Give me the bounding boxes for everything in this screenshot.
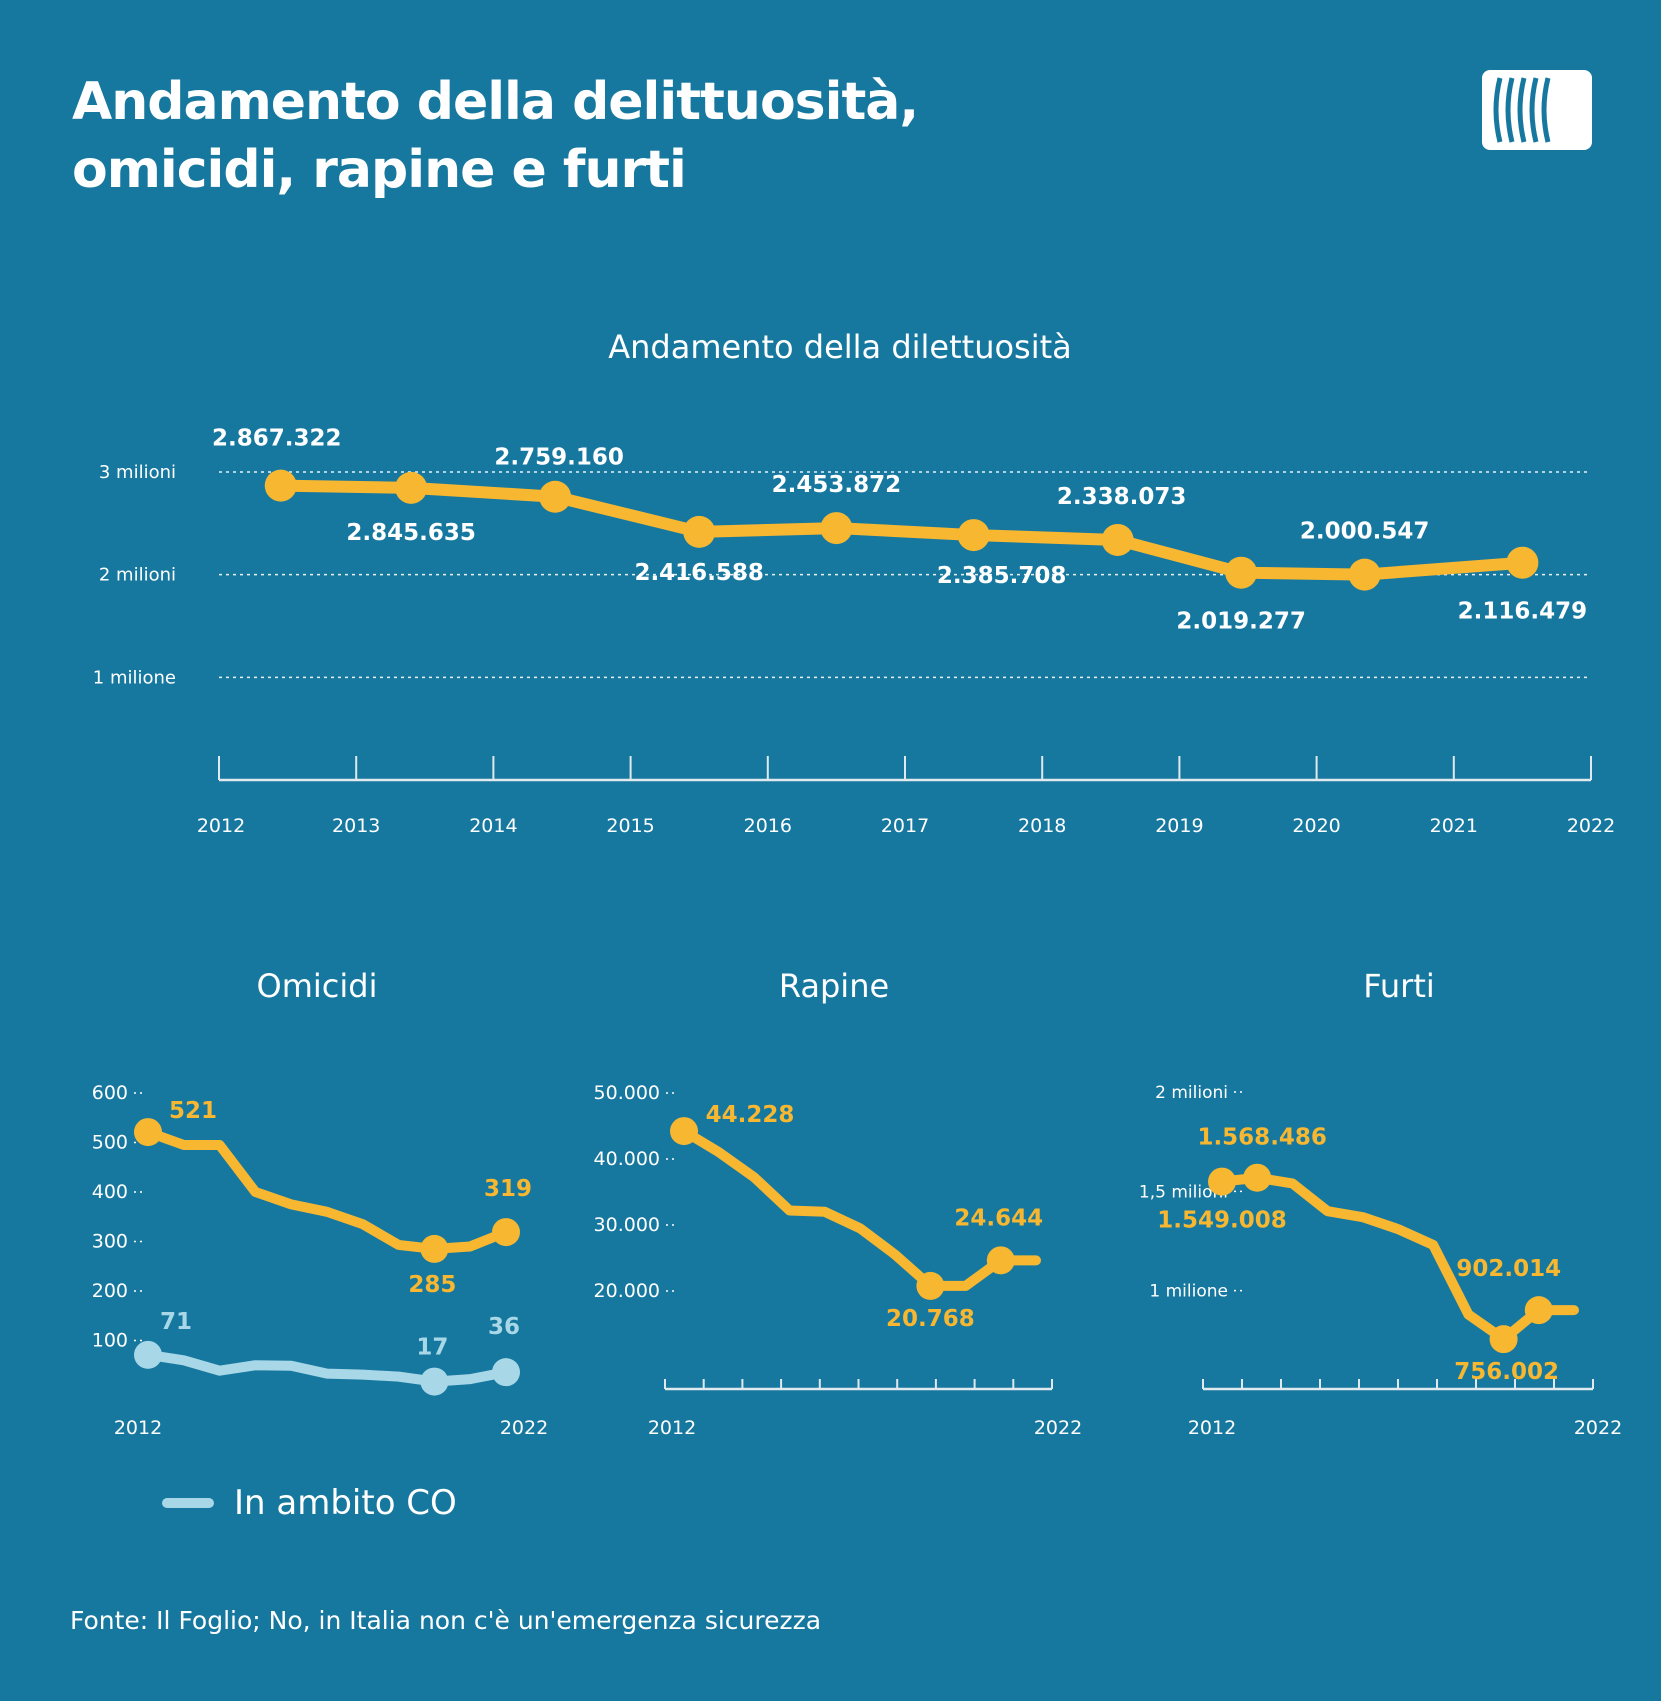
y-tick-label: 2 milioni [1155, 1083, 1228, 1103]
x-tick-label: 2013 [332, 815, 380, 837]
data-point [492, 1218, 520, 1247]
x-tick-label: 2016 [744, 815, 792, 837]
data-label: 2.116.479 [1458, 599, 1588, 625]
legend: In ambito CO [162, 1478, 457, 1528]
data-label: 2.019.277 [1176, 609, 1306, 635]
source-note: Fonte: Il Foglio; No, in Italia non c'è … [70, 1606, 822, 1635]
data-label: 20.768 [886, 1306, 975, 1332]
page-title: Andamento della delittuosità, omicidi, r… [72, 68, 1222, 204]
data-point [1524, 1296, 1553, 1325]
title-line-2: omicidi, rapine e furti [72, 140, 687, 200]
x-tick-label: 2022 [500, 1417, 548, 1439]
data-point [670, 1117, 698, 1146]
data-label: 2.416.588 [634, 560, 764, 586]
y-tick-label: 1 milione [93, 667, 176, 688]
data-point [1101, 523, 1134, 556]
y-tick-label: 2 milioni [99, 565, 176, 586]
x-tick-label: 2014 [469, 815, 517, 837]
y-tick-label: 30.000 [594, 1214, 660, 1236]
y-tick-label: 600 [92, 1082, 128, 1104]
chart-title: Andamento della dilettuosità [608, 328, 1072, 366]
x-tick-label: 2022 [1574, 1417, 1622, 1439]
data-point [134, 1118, 162, 1147]
x-tick-label: 2020 [1292, 815, 1340, 837]
publisher-logo [1482, 70, 1592, 150]
title-line-1: Andamento della delittuosità, [72, 72, 919, 132]
data-label: 2.000.547 [1300, 519, 1430, 545]
y-tick-label: 1,5 milioni [1139, 1182, 1228, 1202]
data-point [395, 471, 428, 504]
data-point [420, 1234, 449, 1263]
data-label: 2.867.322 [212, 426, 342, 452]
x-tick-label: 2012 [197, 815, 245, 837]
data-label: 2.759.160 [494, 445, 624, 471]
y-tick-label: 20.000 [594, 1280, 660, 1302]
x-tick-label: 2012 [648, 1417, 696, 1439]
series-line [1217, 1172, 1579, 1345]
data-label: 36 [488, 1314, 520, 1340]
x-tick-label: 2019 [1155, 815, 1203, 837]
x-tick-label: 2012 [114, 1417, 162, 1439]
data-point [986, 1246, 1015, 1275]
y-tick-label: 200 [92, 1280, 128, 1302]
data-label: 2.845.635 [346, 520, 476, 546]
y-tick-label: 50.000 [594, 1082, 660, 1104]
y-tick-label: 500 [92, 1132, 128, 1154]
x-tick-label: 2017 [881, 815, 929, 837]
data-point [1243, 1163, 1272, 1192]
y-tick-label: 300 [92, 1231, 128, 1253]
x-tick-label: 2012 [1188, 1417, 1236, 1439]
data-label: 902.014 [1456, 1256, 1561, 1282]
y-tick-label: 1 milione [1149, 1282, 1228, 1302]
chart-title: Rapine [779, 967, 889, 1005]
data-point [1506, 546, 1539, 579]
series-line [143, 1349, 511, 1387]
data-point [264, 469, 297, 502]
legend-swatch [162, 1498, 214, 1508]
data-point [1348, 558, 1381, 591]
data-label: 319 [484, 1176, 532, 1202]
x-tick-label: 2015 [606, 815, 654, 837]
legend-label: In ambito CO [234, 1483, 457, 1523]
x-tick-label: 2022 [1567, 815, 1615, 837]
series-line [143, 1127, 511, 1254]
data-label: 17 [416, 1335, 448, 1361]
data-point [916, 1271, 945, 1300]
data-label: 756.002 [1454, 1359, 1559, 1385]
data-label: 1.568.486 [1197, 1125, 1327, 1151]
data-point [134, 1340, 162, 1369]
y-tick-label: 3 milioni [99, 462, 176, 483]
x-tick-label: 2021 [1430, 815, 1478, 837]
data-label: 1.549.008 [1157, 1208, 1287, 1234]
y-tick-label: 40.000 [594, 1148, 660, 1170]
data-point [1208, 1167, 1236, 1196]
data-point [820, 512, 853, 545]
data-label: 2.338.073 [1057, 484, 1187, 510]
data-point [957, 519, 990, 552]
chart-title: Omicidi [257, 967, 378, 1005]
chart-title: Furti [1363, 967, 1435, 1005]
data-label: 521 [169, 1098, 217, 1124]
y-tick-label: 400 [92, 1181, 128, 1203]
series-line [274, 479, 1529, 581]
data-label: 71 [160, 1309, 192, 1335]
x-tick-label: 2018 [1018, 815, 1066, 837]
y-tick-label: 100 [92, 1330, 128, 1352]
data-point [539, 480, 572, 513]
data-point [492, 1358, 520, 1387]
data-label: 2.385.708 [937, 563, 1067, 589]
data-label: 24.644 [954, 1205, 1043, 1231]
data-label: 44.228 [706, 1102, 795, 1128]
data-point [1489, 1325, 1518, 1354]
data-point [1225, 556, 1258, 589]
data-point [683, 515, 716, 548]
series-line [679, 1126, 1041, 1291]
data-label: 2.453.872 [772, 472, 902, 498]
x-tick-label: 2022 [1034, 1417, 1082, 1439]
data-label: 285 [408, 1272, 456, 1298]
data-point [420, 1367, 449, 1396]
